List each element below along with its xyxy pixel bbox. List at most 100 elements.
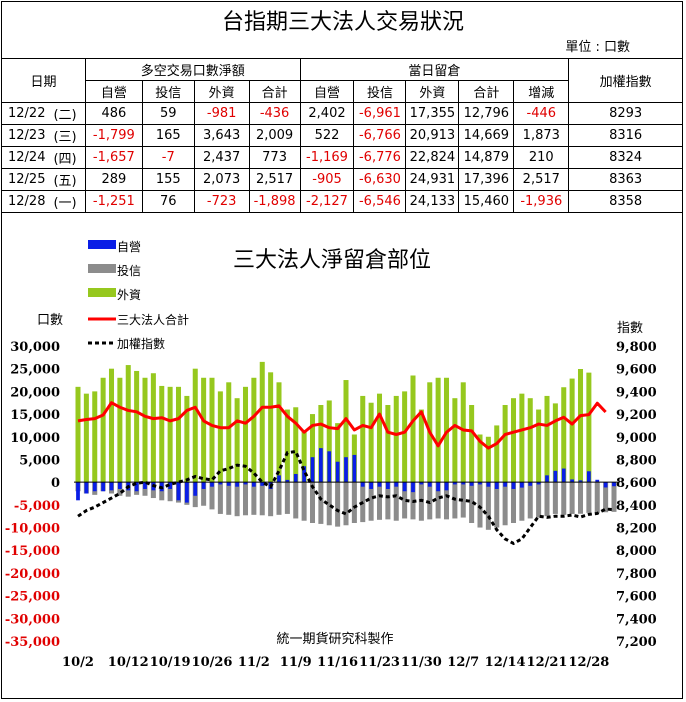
trust-bar — [460, 482, 466, 518]
dealer-bar — [117, 482, 122, 489]
trust-bar — [494, 482, 500, 528]
foreign-bar — [469, 405, 475, 483]
trust-bar — [209, 482, 215, 510]
left-tick-label: 15,000 — [10, 408, 60, 423]
oi-cell: -6,766 — [353, 124, 407, 147]
dealer-bar — [427, 482, 432, 487]
foreign-bar — [376, 393, 383, 483]
oi-cell: 20,913 — [405, 124, 460, 147]
dealer-bar — [478, 482, 482, 485]
dealer-bar — [519, 482, 524, 488]
foreign-bar — [502, 405, 508, 483]
net-sub-header: 投信 — [141, 80, 195, 103]
left-tick-label: -25,000 — [5, 590, 60, 605]
right-tick-label: 7,800 — [616, 567, 657, 582]
net-cell: 76 — [141, 190, 195, 213]
oi-cell: 17,355 — [405, 102, 460, 125]
net-sub-header: 合計 — [248, 80, 301, 103]
trust-bar — [343, 482, 349, 526]
oi-cell: -6,776 — [353, 146, 407, 169]
x-tick-label: 10/2 — [62, 655, 94, 670]
index-cell: 8316 — [568, 124, 683, 147]
net-cell: -723 — [193, 190, 250, 213]
foreign-bar — [544, 395, 550, 483]
net-cell: 2,073 — [193, 168, 250, 191]
table-row: 12/28 (一) -1,251 76 -723 -1,898 -2,127 -6,546 24… — [1, 190, 683, 213]
chart-title: 三大法人淨留倉部位 — [233, 248, 431, 273]
foreign-bar — [184, 395, 190, 483]
trust-bar — [594, 482, 600, 513]
foreign-bar — [536, 409, 542, 483]
trust-bar — [167, 482, 173, 502]
oi-cell: 12,796 — [458, 102, 515, 125]
oi-cell: 17,396 — [458, 168, 515, 191]
dealer-bar — [109, 482, 114, 491]
table-row: 12/25 (五) 289 155 2,073 2,517 -905 -6,630 24,931… — [1, 168, 683, 191]
foreign-bar — [402, 391, 408, 483]
trust-bar — [226, 482, 232, 515]
dealer-bar — [327, 451, 332, 483]
oi-sub-header: 合計 — [458, 80, 515, 103]
unit-label: 單位 : 口數 — [565, 40, 630, 55]
dealer-bar — [101, 482, 106, 492]
dealer-bar — [486, 482, 491, 487]
foreign-bar — [561, 387, 567, 483]
dealer-bar — [285, 479, 290, 483]
net-cell: -7 — [141, 146, 195, 169]
x-tick-label: 10/12 — [108, 655, 149, 670]
row-weekday: (四) — [51, 146, 86, 169]
trust-bar — [284, 482, 290, 514]
right-tick-label: 8,200 — [616, 522, 657, 537]
left-tick-label: -5,000 — [14, 499, 60, 514]
net-cell: -1,898 — [248, 190, 301, 213]
net-cell: 486 — [84, 102, 143, 125]
trust-bar — [443, 482, 450, 520]
row-date: 12/22 — [1, 102, 52, 125]
dealer-bar — [419, 482, 424, 485]
dealer-bar — [545, 475, 549, 483]
dealer-bar — [176, 482, 181, 501]
date-header: 日期 — [1, 58, 86, 103]
trust-bar — [402, 482, 408, 519]
dealer-bar — [452, 482, 457, 485]
net-cell: 59 — [141, 102, 195, 125]
net-cell: -436 — [248, 102, 301, 125]
foreign-bar — [452, 398, 458, 483]
trust-bar — [142, 482, 148, 496]
trade-table: 日期 多空交易口數淨額 當日留倉 加權指數 自營 投信 外資 合計 自營 投信 … — [1, 58, 683, 213]
dealer-bar — [369, 482, 374, 489]
foreign-bar — [83, 393, 89, 483]
oi-sub-header: 自營 — [299, 80, 355, 103]
foreign-bar — [150, 373, 156, 483]
dealer-bar — [134, 482, 139, 492]
trust-bar — [259, 482, 265, 516]
oi-cell: -6,546 — [353, 190, 407, 213]
dealer-bar — [335, 461, 340, 483]
dealer-bar — [360, 482, 365, 487]
foreign-bar — [234, 398, 240, 483]
net-cell: 773 — [248, 146, 301, 169]
foreign-bar — [301, 429, 307, 483]
left-tick-label: -20,000 — [5, 567, 60, 582]
index-line — [77, 449, 615, 546]
row-date: 12/25 — [1, 168, 52, 191]
right-tick-label: 8,800 — [616, 453, 657, 468]
foreign-bar — [343, 380, 349, 483]
net-cell: 2,517 — [248, 168, 301, 191]
oi-cell: -446 — [513, 102, 570, 125]
net-cell: 155 — [141, 168, 195, 191]
dealer-bar — [226, 482, 231, 486]
row-weekday: (二) — [51, 102, 86, 125]
dealer-bar — [260, 482, 265, 486]
trust-bar — [552, 482, 558, 514]
dealer-bar — [377, 482, 382, 487]
legend-entry: 投信 — [117, 263, 141, 278]
foreign-bar — [326, 400, 332, 483]
legend-foreign-swatch — [88, 288, 116, 297]
dealer-bar — [528, 482, 533, 486]
dealer-bar — [553, 470, 558, 483]
net-cell: -1,799 — [84, 124, 143, 147]
dealer-bar — [243, 482, 248, 485]
net-cell: -1,251 — [84, 190, 143, 213]
